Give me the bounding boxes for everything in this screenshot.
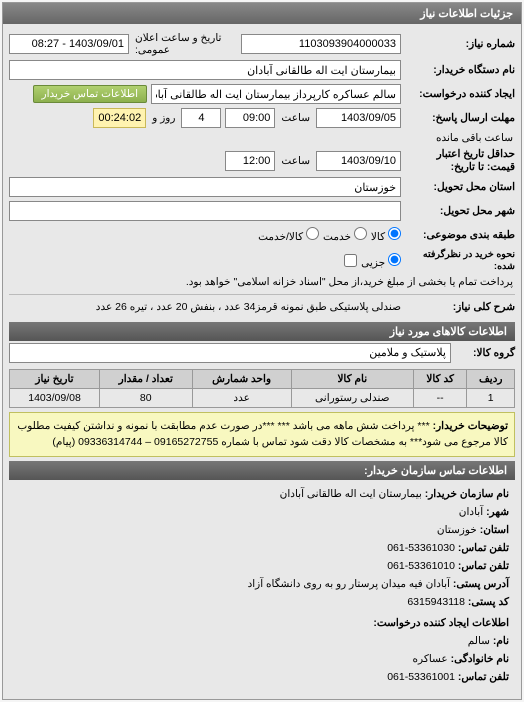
- item-group-row: گروه کالا:: [9, 341, 515, 365]
- payment-label: نحوه خرید در نظرگرفته شده:: [405, 249, 515, 272]
- countdown-timer: 00:24:02: [93, 108, 146, 128]
- public-announce-label: تاریخ و ساعت اعلان عمومی:: [133, 32, 237, 56]
- org-label: نام سازمان خریدار:: [425, 488, 509, 500]
- buyer-note-label: توضیحات خریدار:: [433, 420, 508, 432]
- item-group-field[interactable]: [9, 343, 451, 363]
- city-row: شهر محل تحویل:: [9, 199, 515, 223]
- creator-phone-value: 53361001-061: [387, 671, 455, 683]
- opt-gross-radio[interactable]: [388, 253, 401, 266]
- cell-code: --: [413, 388, 467, 407]
- creator-field[interactable]: [151, 84, 401, 104]
- item-group-label: گروه کالا:: [455, 347, 515, 359]
- province-field[interactable]: [9, 177, 401, 197]
- need-number-field[interactable]: [241, 34, 401, 54]
- response-time-field[interactable]: [225, 108, 275, 128]
- contact-section-header: اطلاعات تماس سازمان خریدار:: [9, 461, 515, 480]
- buyer-note-box: توضیحات خریدار: *** پرداخت شش ماهه می با…: [9, 412, 515, 458]
- payment-note: پرداخت تمام یا بخشى از مبلغ خرید،از محل …: [184, 276, 515, 288]
- need-number-label: شماره نیاز:: [405, 38, 515, 50]
- col-qty: تعداد / مقدار: [100, 369, 192, 388]
- creator-label: ایجاد کننده درخواست:: [405, 88, 515, 101]
- opt-goods-service-radio[interactable]: [306, 227, 319, 240]
- fax-label: تلفن تماس:: [458, 560, 509, 572]
- creator-info-header: اطلاعات ایجاد کننده درخواست:: [15, 615, 509, 633]
- time-label-2: ساعت: [279, 155, 312, 167]
- creator-family-label: نام خانوادگی:: [451, 653, 509, 665]
- time-label-1: ساعت: [279, 112, 312, 124]
- min-validity-row: حداقل تاریخ اعتبار قیمت: تا تاریخ: ساعت: [9, 146, 515, 175]
- public-announce-field[interactable]: [9, 34, 129, 54]
- creator-row: ایجاد کننده درخواست: اطلاعات تماس خریدار: [9, 82, 515, 106]
- col-date: تاریخ نیاز: [10, 369, 100, 388]
- category-row: طبقه بندی موضوعی: کالا خدمت کالا/خدمت: [9, 223, 515, 247]
- payment-row: نحوه خرید در نظرگرفته شده: جزیی پرداخت ت…: [9, 247, 515, 290]
- creator-phone-label: تلفن تماس:: [458, 671, 509, 683]
- address-label: آدرس پستی:: [453, 578, 509, 590]
- opt-service-label[interactable]: خدمت: [323, 227, 367, 243]
- opt-service-radio[interactable]: [354, 227, 367, 240]
- fax-value: 53361010-061: [387, 560, 455, 572]
- contact-city-value: آبادان: [459, 506, 483, 518]
- cell-row: 1: [467, 388, 515, 407]
- opt-goods-radio[interactable]: [388, 227, 401, 240]
- contact-buyer-button[interactable]: اطلاعات تماس خریدار: [33, 85, 147, 103]
- creator-family-value: عساکره: [413, 653, 448, 665]
- requester-name-field[interactable]: [9, 60, 401, 80]
- items-table: ردیف کد کالا نام کالا واحد شمارش تعداد /…: [9, 369, 515, 408]
- min-validity-label: حداقل تاریخ اعتبار قیمت: تا تاریخ:: [405, 148, 515, 173]
- contact-province-label: استان:: [480, 524, 509, 536]
- contact-city-label: شهر:: [486, 506, 509, 518]
- cell-name: صندلی رستورانی: [291, 388, 413, 407]
- remain-days-field[interactable]: [181, 108, 221, 128]
- items-header-row: ردیف کد کالا نام کالا واحد شمارش تعداد /…: [10, 369, 515, 388]
- category-label: طبقه بندی موضوعی:: [405, 229, 515, 241]
- col-name: نام کالا: [291, 369, 413, 388]
- panel-title: جزئیات اطلاعات نیاز: [3, 3, 521, 24]
- table-row: 1 -- صندلی رستورانی عدد 80 1403/09/08: [10, 388, 515, 407]
- items-section-header: اطلاعات کالاهای مورد نیاز: [9, 322, 515, 341]
- address-value: آبادان فیه میدان پرستار رو به روی دانشگا…: [248, 578, 450, 590]
- response-deadline-row: مهلت ارسال پاسخ: ساعت روز و 00:24:02 ساع…: [9, 106, 515, 146]
- city-label: شهر محل تحویل:: [405, 205, 515, 217]
- postal-value: 6315943118: [407, 596, 465, 608]
- city-field[interactable]: [9, 201, 401, 221]
- treasury-checkbox[interactable]: [344, 254, 357, 267]
- col-unit: واحد شمارش: [192, 369, 291, 388]
- response-date-field[interactable]: [316, 108, 401, 128]
- need-title-text: صندلی پلاستیکی طبق نمونه قرمز34 عدد ، بن…: [9, 301, 401, 313]
- creator-name-value: سالم: [468, 635, 490, 647]
- province-row: استان محل تحویل:: [9, 175, 515, 199]
- opt-goods-label[interactable]: کالا: [371, 227, 401, 243]
- cell-qty: 80: [100, 388, 192, 407]
- col-row: ردیف: [467, 369, 515, 388]
- col-code: کد کالا: [413, 369, 467, 388]
- phone-label: تلفن تماس:: [458, 542, 509, 554]
- min-validity-date-field[interactable]: [316, 151, 401, 171]
- opt-gross-label[interactable]: جزیی: [361, 253, 401, 269]
- requester-name-label: نام دستگاه خریدار:: [405, 64, 515, 76]
- need-title-label: شرح کلی نیاز:: [405, 301, 515, 313]
- requester-row: نام دستگاه خریدار:: [9, 58, 515, 82]
- days-word: روز و: [150, 112, 177, 124]
- remain-label: ساعت باقی مانده: [434, 132, 515, 144]
- org-value: بیمارستان ایت اله طالقانی آبادان: [280, 488, 422, 500]
- min-validity-time-field[interactable]: [225, 151, 275, 171]
- contact-province-value: خوزستان: [437, 524, 477, 536]
- opt-goods-service-label[interactable]: کالا/خدمت: [258, 227, 319, 243]
- need-number-row: شماره نیاز: تاریخ و ساعت اعلان عمومی:: [9, 30, 515, 58]
- creator-name-label: نام:: [493, 635, 509, 647]
- cell-unit: عدد: [192, 388, 291, 407]
- contact-info-block: نام سازمان خریدار: بیمارستان ایت اله طال…: [9, 480, 515, 692]
- need-title-row: شرح کلی نیاز: صندلی پلاستیکی طبق نمونه ق…: [9, 294, 515, 318]
- cell-date: 1403/09/08: [10, 388, 100, 407]
- response-deadline-label: مهلت ارسال پاسخ:: [405, 112, 515, 125]
- need-details-panel: جزئیات اطلاعات نیاز شماره نیاز: تاریخ و …: [2, 2, 522, 700]
- phone-value: 53361030-061: [387, 542, 455, 554]
- postal-label: کد پستی:: [468, 596, 509, 608]
- province-label: استان محل تحویل:: [405, 181, 515, 193]
